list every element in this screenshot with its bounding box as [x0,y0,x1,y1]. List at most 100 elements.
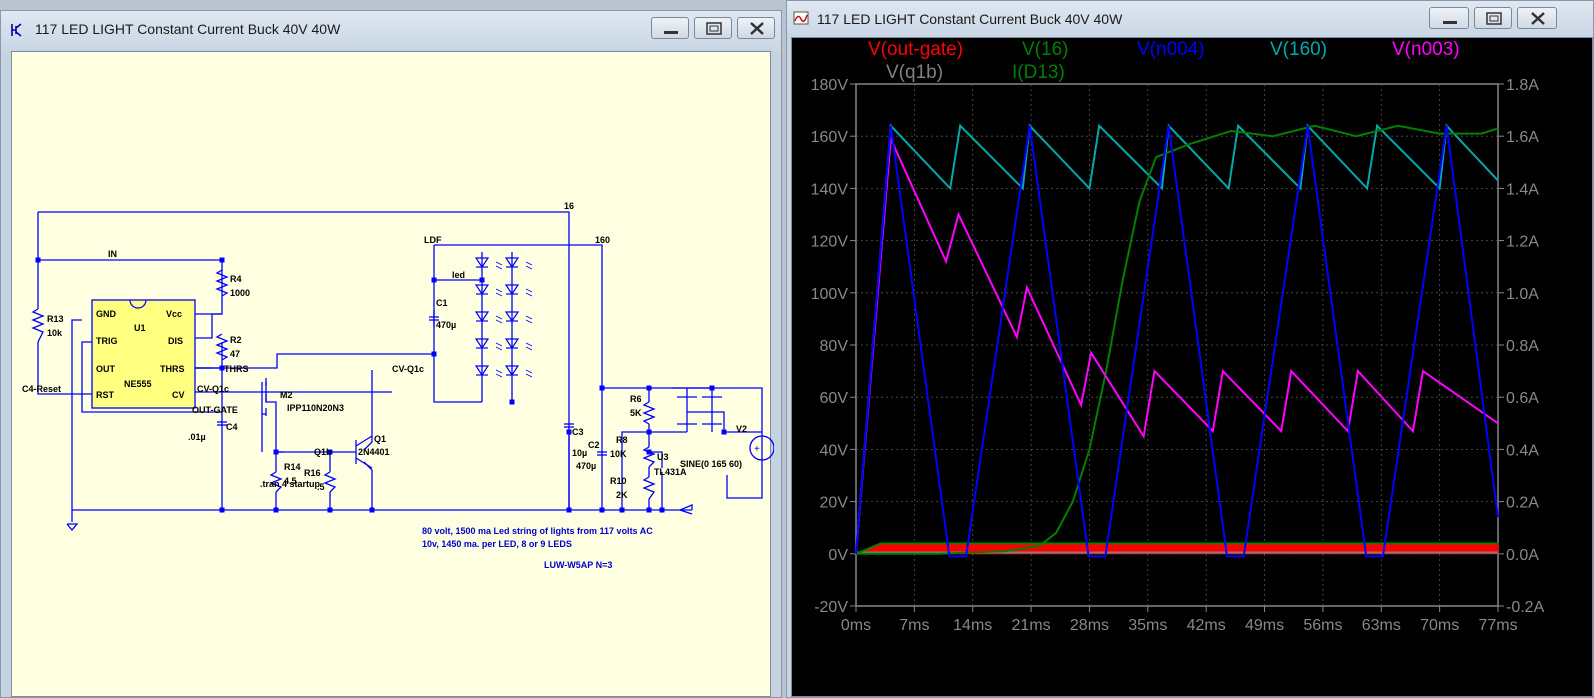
junction-dot [709,385,715,391]
y-tick-label-left: 160V [811,129,849,146]
led-diode [474,257,503,270]
legend-v-out-gate[interactable]: V(out-gate) [868,39,963,60]
pin-dis: DIS [168,336,183,346]
schematic-window-title: 117 LED LIGHT Constant Current Buck 40V … [35,21,341,37]
legend-v-n003[interactable]: V(n003) [1392,39,1460,60]
y-tick-label-left: 0V [828,547,848,564]
trace-v-n004 [855,125,1499,558]
v2-value: SINE(0 165 60) [680,459,742,469]
y-tick-label-right: 0.6A [1506,390,1539,407]
y-tick-label-right: 1.8A [1506,77,1539,94]
waveform-window: 117 LED LIGHT Constant Current Buck 40V … [786,0,1594,698]
x-tick-label: 14ms [953,617,992,634]
v2-plus-sign: + [754,444,760,455]
r4-label: R4 [230,274,242,284]
junction-dot [35,257,41,263]
r10-label: R10 [610,476,627,486]
restore-icon [706,22,722,35]
led-diode [504,311,533,324]
junction-dot [659,507,665,513]
led-diode [504,365,533,378]
c2-label: C2 [588,440,600,450]
r13-value: 10k [47,328,63,338]
y-tick-label-left: 60V [820,390,849,407]
junction-dot [431,351,437,357]
schematic-titlebar[interactable]: 117 LED LIGHT Constant Current Buck 40V … [1,11,781,51]
junction-dot [273,449,279,455]
r8-value: 10K [610,449,627,459]
net-label-16: 16 [564,201,574,211]
minimize-icon [664,31,678,34]
y-tick-label-right: 1.4A [1506,181,1539,198]
junction-dot [369,507,375,513]
led-diode [474,311,503,324]
junction-dot [327,449,333,455]
trace-i-d13 [856,124,1499,555]
c1-label: C1 [436,298,448,308]
junction-dot [219,365,225,371]
net-label-led: led [452,270,465,280]
note-line-1: 80 volt, 1500 ma Led string of lights fr… [422,526,653,536]
junction-dot [509,399,515,405]
net-label-c4-reset: C4-Reset [22,384,61,394]
net-label-thrs: THRS [224,364,249,374]
x-tick-label: 21ms [1012,617,1051,634]
led-diode [474,284,503,297]
q1b-label: Q1b [314,447,332,457]
y-tick-label-left: -20V [814,599,848,616]
pin-trig: TRIG [96,336,118,346]
c4-value: .01µ [188,432,206,442]
y-tick-label-left: 100V [811,286,849,303]
legend-v-q1b[interactable]: V(q1b) [886,62,943,83]
legend-v-160[interactable]: V(160) [1270,39,1327,60]
schematic-drawing: 16 160 IN LDF led R4 1000 R2 47 R13 10k … [22,201,774,570]
u3-type: TL431A [654,467,687,477]
junction-dot [619,507,625,513]
waveform-app-icon [793,11,809,25]
r8-label: R8 [616,435,628,445]
junction-dot [646,429,652,435]
minimize-button[interactable] [651,17,689,39]
net-label-cv-q1c-2: CV-Q1c [392,364,424,374]
close-button[interactable] [1517,7,1557,29]
legend-i-d13[interactable]: I(D13) [1012,62,1065,83]
r2-label: R2 [230,335,242,345]
y-tick-label-right: 0.8A [1506,338,1539,355]
note-line-3: LUW-W5AP N=3 [544,560,612,570]
minimize-button[interactable] [1429,7,1469,29]
schematic-app-icon [11,23,22,37]
tran-directive: .tran 4 startup [260,479,321,489]
junction-dot [721,429,727,435]
pin-rst: RST [96,390,115,400]
y-tick-label-left: 120V [811,234,849,251]
minimize-icon [1443,21,1457,24]
x-tick-label: 70ms [1420,617,1459,634]
trace-v-16 [855,542,1498,555]
legend-v-n004[interactable]: V(n004) [1137,39,1205,60]
schematic-canvas[interactable]: 16 160 IN LDF led R4 1000 R2 47 R13 10k … [11,51,774,697]
led-diode [504,284,533,297]
close-button[interactable] [737,17,775,39]
maximize-button[interactable] [1474,7,1512,29]
y-tick-label-right: 0.2A [1506,495,1539,512]
junction-dot [646,449,652,455]
r6-label: R6 [630,394,642,404]
pin-thrs: THRS [160,364,185,374]
junction-dot [273,507,279,513]
waveform-titlebar[interactable]: 117 LED LIGHT Constant Current Buck 40V … [787,1,1593,37]
y-tick-label-left: 140V [811,181,849,198]
junction-dot [219,507,225,513]
net-label-ldf: LDF [424,235,442,245]
junction-dot [646,385,652,391]
waveform-plot-area[interactable]: -20V -0.2A 0V 0.0A 20V 0.2A 40V 0.4A 60V 0.6A 80V 0… [791,37,1593,697]
maximize-button[interactable] [694,17,732,39]
x-tick-label: 77ms [1478,617,1517,634]
m2-type: IPP110N20N3 [287,403,344,413]
pin-vcc: Vcc [166,309,182,319]
legend-v-16[interactable]: V(16) [1022,39,1068,60]
waveform-chart: -20V -0.2A 0V 0.0A 20V 0.2A 40V 0.4A 60V 0.6A 80V 0… [811,39,1545,634]
net-label-cv-q1c: CV-Q1c [197,384,229,394]
v2-label: V2 [736,424,747,434]
r13-label: R13 [47,314,64,324]
x-tick-label: 0ms [841,617,871,634]
